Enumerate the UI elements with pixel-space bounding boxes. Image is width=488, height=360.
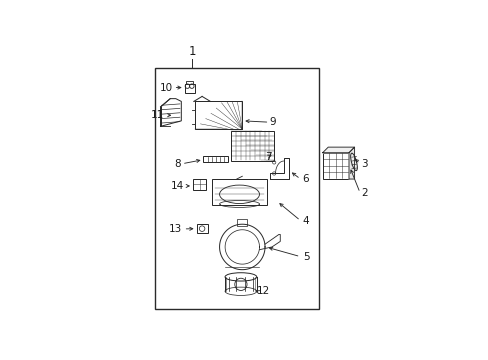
Text: 3: 3	[360, 159, 367, 169]
Text: 12: 12	[256, 286, 269, 296]
Text: 4: 4	[302, 216, 309, 226]
Bar	[203, 156, 227, 162]
Polygon shape	[348, 147, 354, 179]
Text: 6: 6	[302, 174, 309, 184]
Bar	[184, 84, 194, 93]
Text: 7: 7	[265, 152, 271, 162]
Text: 1: 1	[188, 45, 196, 58]
Text: 2: 2	[360, 188, 367, 198]
Bar	[193, 179, 206, 190]
Text: 13: 13	[169, 224, 182, 234]
Text: 9: 9	[269, 117, 276, 127]
Text: 11: 11	[151, 110, 164, 120]
Polygon shape	[322, 147, 354, 153]
Bar	[211, 179, 267, 205]
Bar	[231, 131, 274, 161]
Bar	[155, 68, 318, 309]
Bar	[186, 81, 193, 84]
Bar	[195, 102, 242, 129]
Text: 10: 10	[159, 82, 172, 93]
Ellipse shape	[350, 153, 357, 171]
Bar	[196, 225, 207, 233]
Bar	[322, 153, 348, 179]
Bar	[237, 220, 247, 226]
Text: 5: 5	[302, 252, 309, 262]
Text: 8: 8	[174, 159, 180, 169]
Text: 14: 14	[170, 181, 183, 191]
